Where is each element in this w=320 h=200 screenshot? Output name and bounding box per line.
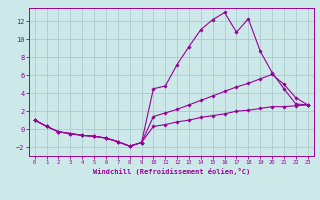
X-axis label: Windchill (Refroidissement éolien,°C): Windchill (Refroidissement éolien,°C) bbox=[92, 168, 250, 175]
